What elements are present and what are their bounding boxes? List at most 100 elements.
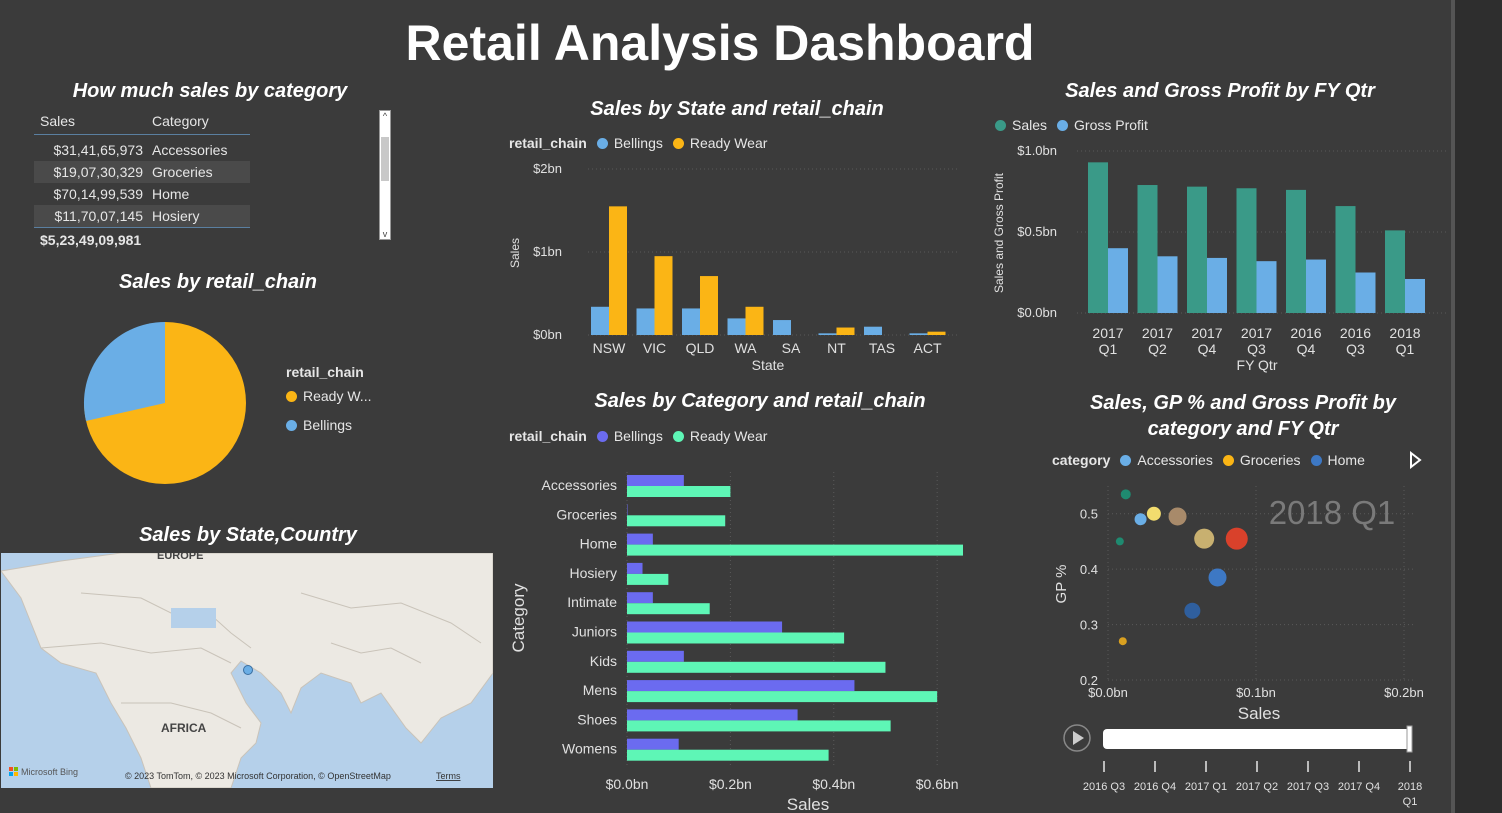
bar-ready-wear[interactable] — [627, 749, 829, 761]
pie-legend-item[interactable]: Bellings — [286, 417, 352, 433]
map-label-africa: AFRICA — [161, 721, 207, 735]
bar-bellings[interactable] — [627, 709, 798, 721]
map-terms-link[interactable]: Terms — [436, 771, 461, 781]
sales-column-header[interactable]: Sales — [40, 113, 76, 129]
bar-bellings[interactable] — [627, 533, 653, 545]
legend-next-icon[interactable] — [1408, 451, 1422, 469]
pie-slice-bellings[interactable] — [83, 322, 165, 421]
bar-gross-profit[interactable] — [1108, 248, 1128, 313]
bar-bellings[interactable] — [627, 680, 855, 692]
bar-ready-wear[interactable] — [627, 486, 731, 497]
bar-ready-wear[interactable] — [745, 306, 764, 335]
scatter-point[interactable] — [1168, 507, 1187, 526]
bar-sales[interactable] — [1236, 188, 1257, 313]
play-axis-label[interactable]: 2017 Q3 — [1287, 781, 1329, 793]
bar-sales[interactable] — [1335, 206, 1356, 313]
scatter-point[interactable] — [1118, 637, 1127, 646]
scatter-point[interactable] — [1120, 489, 1131, 500]
bar-ready-wear[interactable] — [627, 632, 845, 644]
bar-ready-wear[interactable] — [700, 276, 718, 335]
bar-bellings[interactable] — [864, 326, 882, 335]
play-axis-slider-track[interactable] — [1103, 729, 1411, 749]
play-axis-label[interactable]: 2016 Q4 — [1134, 781, 1176, 793]
table-scrollbar[interactable]: ^ v — [379, 110, 391, 240]
bar-ready-wear[interactable] — [627, 691, 938, 703]
scroll-down-icon[interactable]: v — [382, 229, 388, 239]
scatter-point[interactable] — [1194, 528, 1215, 549]
bar-gross-profit[interactable] — [1306, 259, 1326, 313]
play-axis-label[interactable]: 2017 Q1 — [1185, 781, 1227, 793]
map-location-marker[interactable] — [243, 665, 253, 675]
bar-bellings[interactable] — [627, 621, 783, 633]
legend-label[interactable]: Accessories — [1137, 452, 1213, 468]
play-button[interactable] — [1063, 724, 1091, 752]
play-axis-label[interactable]: 2016 Q3 — [1083, 781, 1125, 793]
legend-label[interactable]: Groceries — [1239, 452, 1301, 468]
bar-bellings[interactable] — [773, 320, 791, 335]
bar-bellings[interactable] — [627, 650, 684, 662]
bar-sales[interactable] — [1286, 189, 1306, 313]
map-visual[interactable]: EUROPE AFRICA Microsoft Bing © 2023 TomT… — [1, 553, 493, 788]
bar-bellings[interactable] — [682, 308, 700, 335]
bar-sales[interactable] — [1137, 185, 1158, 313]
bar-bellings[interactable] — [627, 738, 679, 750]
bar-ready-wear[interactable] — [654, 256, 673, 335]
bar-bellings[interactable] — [627, 475, 684, 486]
play-axis-watermark: 2018 Q1 — [1269, 494, 1396, 531]
bar-bellings[interactable] — [627, 592, 653, 604]
play-axis-label[interactable]: 2018 — [1398, 781, 1422, 793]
bar-gross-profit[interactable] — [1207, 257, 1227, 313]
bar-bellings[interactable] — [909, 333, 928, 335]
scroll-thumb[interactable] — [381, 137, 389, 181]
legend-label[interactable]: Bellings — [613, 135, 663, 151]
play-axis-label[interactable]: 2017 Q4 — [1338, 781, 1380, 793]
legend-label[interactable]: Ready Wear — [689, 135, 768, 151]
y-tick-label: Intimate — [567, 594, 617, 610]
bar-bellings[interactable] — [636, 308, 655, 335]
scroll-up-icon[interactable]: ^ — [382, 111, 388, 121]
bar-ready-wear[interactable] — [627, 544, 963, 556]
bar-gross-profit[interactable] — [1157, 256, 1178, 313]
legend-label[interactable]: Ready Wear — [689, 428, 768, 444]
scatter-point[interactable] — [1146, 506, 1161, 521]
play-axis-label[interactable]: Q1 — [1403, 796, 1418, 808]
scatter-point[interactable] — [1115, 537, 1124, 546]
bar-sales[interactable] — [1088, 162, 1108, 313]
play-axis-slider-handle[interactable] — [1406, 725, 1413, 753]
bar-bellings[interactable] — [727, 318, 746, 335]
scatter-point[interactable] — [1184, 602, 1201, 619]
bar-ready-wear[interactable] — [627, 515, 726, 527]
bar-ready-wear[interactable] — [927, 331, 946, 335]
bar-bellings[interactable] — [627, 562, 643, 574]
table-total: $5,23,49,09,981 — [34, 227, 250, 252]
scatter-point[interactable] — [1134, 513, 1147, 526]
bar-bellings[interactable] — [627, 504, 628, 516]
category-chart-title: Sales by Category and retail_chain — [594, 390, 926, 412]
x-tick-label: Q3 — [1247, 341, 1266, 357]
pie-legend-item[interactable]: Ready W... — [286, 388, 371, 404]
bar-gross-profit[interactable] — [1256, 261, 1277, 313]
bar-ready-wear[interactable] — [627, 573, 669, 585]
legend-label[interactable]: Home — [1327, 452, 1365, 468]
bar-gross-profit[interactable] — [1405, 278, 1425, 313]
scatter-point[interactable] — [1208, 568, 1227, 587]
bar-sales[interactable] — [1187, 186, 1207, 313]
bar-ready-wear[interactable] — [627, 661, 886, 673]
bar-bellings[interactable] — [591, 306, 609, 335]
legend-title: retail_chain — [509, 428, 587, 444]
legend-label[interactable]: Sales — [1012, 117, 1048, 133]
category-column-header[interactable]: Category — [152, 113, 209, 129]
legend-label[interactable]: Bellings — [613, 428, 663, 444]
bar-ready-wear[interactable] — [836, 327, 855, 335]
bar-ready-wear[interactable] — [609, 206, 627, 335]
scatter-chart: 0.2 0.3 0.4 0.5 $0.0bn $0.1bn $0.2bn Sales GP % 2… — [1053, 486, 1424, 808]
bar-ready-wear[interactable] — [627, 720, 891, 732]
bar-bellings[interactable] — [818, 333, 837, 335]
bar-sales[interactable] — [1385, 230, 1405, 313]
bar-gross-profit[interactable] — [1355, 272, 1376, 314]
play-icon[interactable] — [1073, 731, 1084, 745]
scatter-point[interactable] — [1225, 527, 1248, 550]
legend-label[interactable]: Gross Profit — [1074, 117, 1148, 133]
bar-ready-wear[interactable] — [627, 603, 710, 615]
play-axis-label[interactable]: 2017 Q2 — [1236, 781, 1278, 793]
